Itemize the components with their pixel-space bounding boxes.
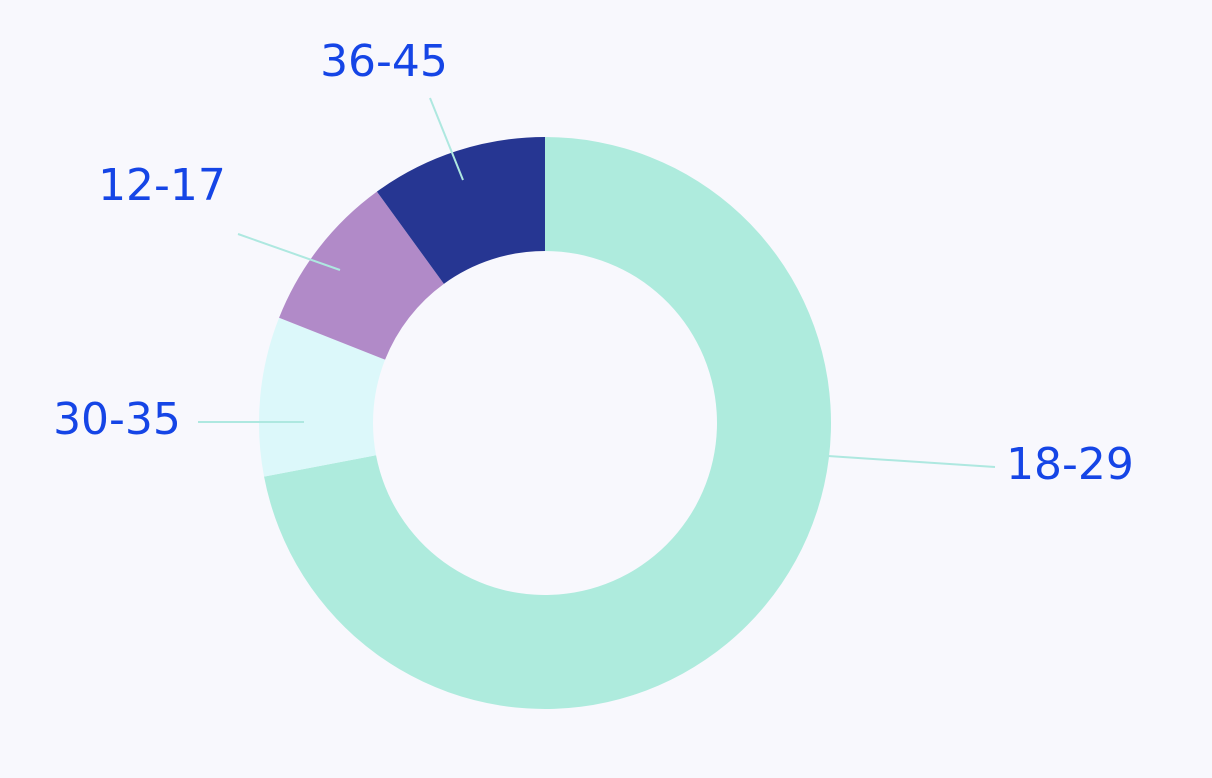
slice-label-36-45: 36-45	[320, 36, 448, 87]
slice-label-12-17: 12-17	[98, 160, 226, 211]
slice-labels: 18-29 30-35 12-17 36-45	[53, 36, 1134, 490]
slice-label-30-35: 30-35	[53, 394, 181, 445]
slice-36-45	[376, 137, 545, 284]
slice-18-29	[264, 137, 832, 710]
leader-lines	[198, 97, 996, 468]
donut-slices	[259, 137, 832, 710]
leader-line-36-45	[429, 97, 464, 181]
slice-12-17	[279, 191, 444, 360]
leader-line-12-17	[237, 233, 341, 271]
leader-line-18-29	[827, 455, 996, 468]
slice-30-35	[259, 317, 386, 477]
slice-label-18-29: 18-29	[1006, 439, 1134, 490]
